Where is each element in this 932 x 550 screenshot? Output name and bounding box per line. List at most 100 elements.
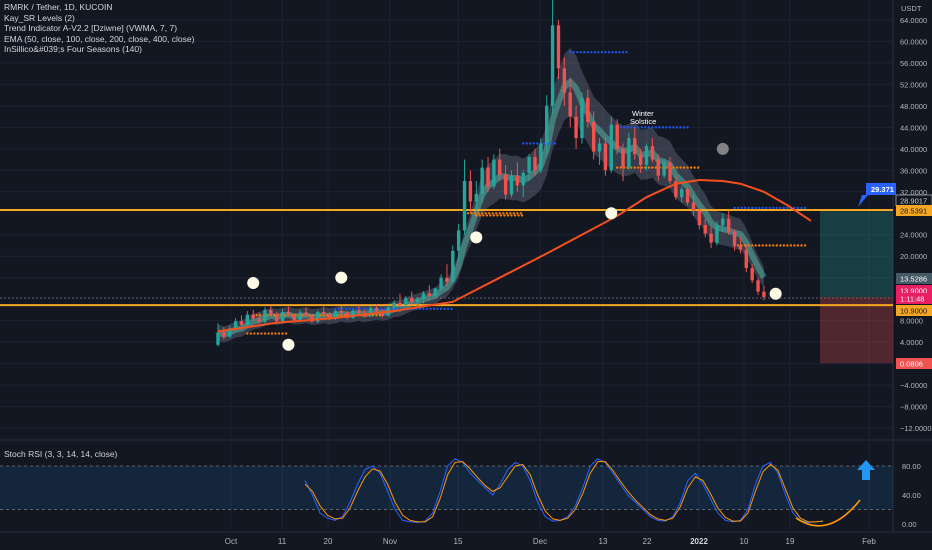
level-dot [362,307,365,311]
level-dot [513,214,517,217]
candle-body [556,25,561,69]
level-dot [266,314,269,317]
candle-body [674,181,678,198]
level-dot [260,332,263,335]
level-dot [372,307,376,311]
level-dot [496,214,499,217]
level-dot [344,307,348,311]
level-dot [786,244,789,247]
candle-body [691,202,696,211]
candle-body [404,298,408,306]
level-dot [761,206,764,210]
level-dot [682,126,686,129]
level-dot [487,212,491,215]
level-dot [779,206,782,210]
price-tag [896,205,932,216]
level-dot [478,214,482,217]
stoch-rsi-title[interactable]: Stoch RSI (3, 3, 14, 14, close) [4,449,118,459]
level-dot [432,307,436,311]
level-dot [318,314,322,317]
stoch-tick: 80.00 [902,462,921,471]
indicator-trend[interactable]: Trend Indicator A-V2.2 [Dziwne] (VWMA, 7… [4,23,178,34]
candle-body [263,309,267,322]
time-axis-bg [0,532,932,550]
level-dot [502,212,505,215]
ema-50-line [217,178,812,333]
price-tag [896,285,932,296]
level-dot [379,307,383,311]
candle-body [615,124,619,149]
level-dot [255,314,258,317]
time-axis[interactable]: Oct 11 20 Nov 15 Dec 13 22 2022 10 19 Feb [0,531,932,550]
level-dot [682,166,686,169]
level-dot [590,51,593,54]
level-dot [422,307,425,311]
full_moon-marker [470,231,483,244]
level-dot [675,126,679,129]
level-dot [630,166,633,169]
candle-body [503,174,508,195]
level-dot [651,166,654,169]
candle-body [638,154,643,165]
stoch-d-line [304,461,824,523]
candle-body [321,312,326,314]
candle-body [545,105,549,144]
level-dot [498,212,501,215]
candle-body [574,116,578,139]
price-tag [896,358,932,369]
level-dot [284,332,288,335]
level-dot [572,51,575,54]
candle-body [591,122,596,152]
level-dot [446,307,450,311]
time-tick: 15 [454,537,463,546]
candle-body [298,312,302,321]
price-tag-label: 28.5391 [900,207,927,216]
season-markers [219,67,782,351]
price-tag-label: 13.9000 [900,287,927,296]
level-dot [693,166,696,169]
full_moon-marker [282,338,295,351]
indicator-kay-sr[interactable]: Kay_SR Levels (2) [4,12,75,23]
indicator-ema[interactable]: EMA (50, close, 100, close, 200, close, … [4,33,195,44]
level-dot [375,314,378,317]
level-dot [256,332,260,335]
level-dot [768,206,771,210]
level-dot [274,332,277,335]
candle-body [662,162,666,176]
candle-body [509,175,514,195]
candle-body [239,321,244,325]
candle-body [439,277,443,289]
level-dot [429,307,432,311]
candle-body [562,68,567,93]
symbol-title[interactable]: RMRK / Tether, 1D, KUCOIN [4,2,113,12]
candle-body [310,315,314,322]
candle-body [732,232,737,246]
level-dot [267,332,270,335]
price-tick: 32.0000 [900,188,927,197]
indicator-seasons[interactable]: InSillico&#039;s Four Seasons (140) [4,44,142,55]
candle-body [586,97,590,122]
level-dot [733,206,736,210]
candle-body [275,314,279,322]
candle-body [668,162,672,182]
candle-body [316,312,320,322]
price-axis[interactable]: USDT 64.0000 60.0000 56.0000 52.0000 48.0000 4… [900,4,932,433]
candle-body [292,315,297,321]
full_moon-marker [605,207,618,220]
time-tick: 2022 [690,537,708,546]
winter-label: Winter [632,109,654,118]
price-tag-label: 10.9000 [900,307,927,316]
level-dot [637,166,640,169]
level-dot [378,314,382,317]
candle-body [627,138,631,168]
level-dot [495,212,498,215]
candle-body [269,309,273,315]
price-tick: −4.0000 [900,381,927,390]
price-tick: 20.0000 [900,252,927,261]
candle-body [603,143,608,171]
level-dot [505,212,509,215]
level-dot [772,206,775,210]
price-tick: 44.0000 [900,123,927,132]
level-dot [439,307,443,311]
